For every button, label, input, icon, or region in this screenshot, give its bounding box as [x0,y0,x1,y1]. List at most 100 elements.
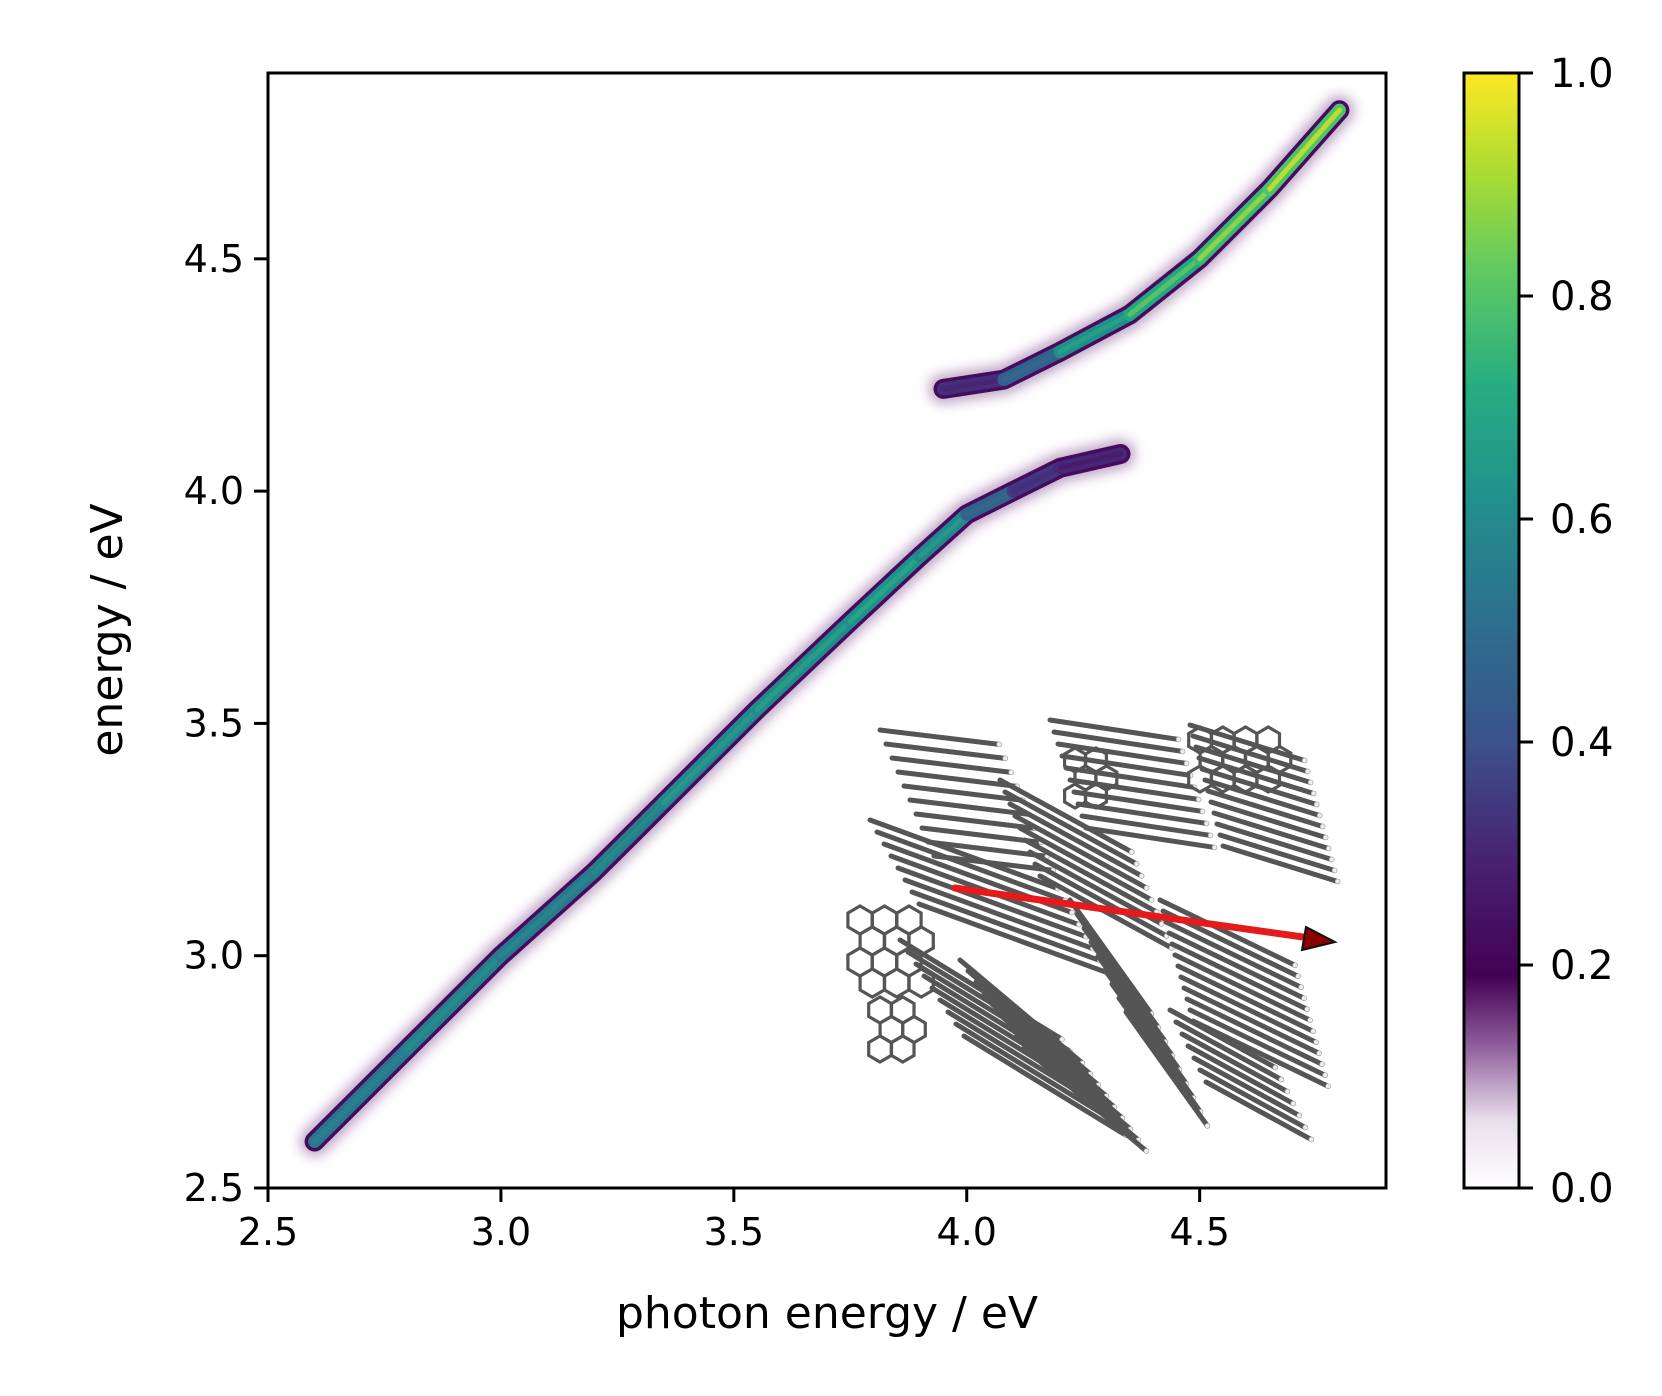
x-axis: 2.5 3.0 3.5 4.0 4.5 [238,1188,1230,1254]
hydrogen-atom [1138,873,1145,879]
molecule [1173,1019,1284,1083]
molecule [1175,963,1316,1034]
branch-upper [928,95,1355,404]
colorbar-tick-label: 0.0 [1550,1166,1614,1212]
polariton-branches [299,95,1355,1157]
molecule [1181,985,1322,1056]
molecule [1211,810,1332,851]
molecule-stack [1067,897,1211,1129]
molecule [1071,789,1206,814]
hydrogen-atom [1322,1072,1328,1079]
molecule [1051,729,1186,754]
molecule [902,877,1096,952]
molecule [1063,765,1198,790]
colorbar-tick-label: 0.4 [1550,720,1614,766]
molecule [1191,1055,1302,1119]
molecule [1005,1023,1133,1132]
molecule [889,755,1014,775]
hydrogen-atom [1307,779,1314,786]
branch-core [312,1046,411,1145]
molecule [1012,813,1150,891]
hydrogen-atom [1158,921,1165,927]
molecule [1172,952,1313,1023]
hydrogen-atom [1310,1028,1316,1035]
molecule [1067,777,1202,802]
branch-core [1197,186,1273,262]
molecule [1032,861,1170,939]
hydrogen-atom [1002,755,1008,762]
molecule [1203,1079,1314,1143]
hydrogen-atom [1304,1006,1310,1013]
x-tick-label: 2.5 [238,1210,298,1254]
aromatic-ring [1084,782,1108,810]
molecule [997,1012,1125,1121]
molecule [973,979,1101,1088]
molecule [981,990,1109,1099]
colorbar-ticks: 0.0 0.2 0.4 0.6 0.8 1.0 [1519,51,1614,1212]
branch-core [754,618,853,712]
colorbar-frame [1462,71,1521,1190]
molecule [1002,789,1140,867]
aromatic-ring [883,967,911,999]
branch-core [917,511,970,559]
hydrogen-atom [1183,760,1190,767]
molecule [909,889,1103,964]
molecule [1187,722,1308,763]
hydrogen-atom [1143,1148,1150,1154]
hydrogen-atom [1284,1088,1291,1095]
molecule [1169,941,1310,1012]
horizontal-bands [309,395,1345,441]
molecule [1190,733,1311,774]
molecule [1013,1034,1141,1143]
molecule [1217,832,1338,873]
colorbar-tick-label: 0.6 [1550,497,1614,543]
dipole-arrow [951,884,1338,952]
molecule [1193,744,1314,785]
aromatic-ring [858,967,886,999]
hydrogen-atom [1195,796,1202,803]
ring-cluster [867,995,927,1064]
hydrogen-atom [1313,801,1320,808]
hydrogen-atom [1069,909,1075,916]
molecule [913,811,1038,831]
molecule [1163,919,1304,990]
ring-cluster [1063,746,1119,810]
branch-core [1127,256,1203,318]
molecule [1166,930,1307,1001]
hydrogen-atom [1272,1064,1279,1071]
hydrogen-atom [1307,1017,1313,1024]
molecule [997,777,1135,855]
y-tick-label: 4.0 [184,469,244,513]
molecule [1197,1067,1308,1131]
plot-frame [266,71,1388,1190]
hydrogen-atom [1175,736,1182,743]
molecule [1214,821,1335,862]
molecule [1022,837,1160,915]
aromatic-ring [867,1034,893,1064]
hydrogen-atom [1211,844,1218,851]
x-axis-label: photon energy / eV [616,1288,1038,1339]
arrow-head [1300,925,1338,952]
hydrogen-atom [1316,812,1323,819]
branch-core [940,377,1007,392]
branch-core [661,706,760,805]
heatmap-area [299,95,1355,1157]
branch-core [405,953,504,1052]
branch-lower [299,439,1136,1157]
molecule [883,741,1008,761]
molecule [1185,1043,1296,1107]
molecule [957,957,1085,1066]
hydrogen-atom [1298,984,1304,991]
hydrogen-atom [1204,1123,1211,1129]
molecule [1202,777,1323,818]
molecule [867,817,1061,892]
colorbar-tick-label: 0.8 [1550,274,1614,320]
molecule [895,769,1020,789]
hydrogen-atom [1316,1050,1322,1057]
hydrogen-atom [1308,1136,1315,1143]
hydrogen-atom [1148,897,1155,903]
branch-halo [928,95,1355,404]
hydrogen-atom [1328,856,1335,863]
hydrogen-atom [1143,885,1150,891]
